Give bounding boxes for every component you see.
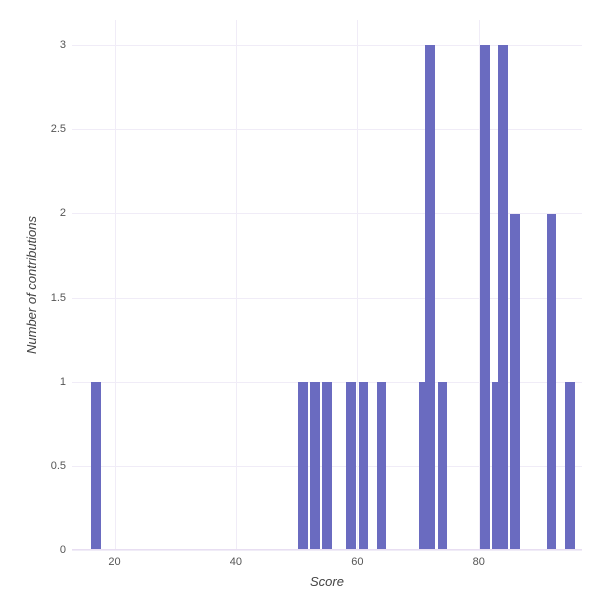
- y-tick-label: 2: [42, 207, 66, 219]
- plot-area: [72, 20, 582, 550]
- histogram-bar: [438, 382, 448, 550]
- y-tick-label: 3: [42, 39, 66, 51]
- histogram-bar: [310, 382, 320, 550]
- histogram-bar: [346, 382, 356, 550]
- grid-line-horizontal: [72, 550, 582, 551]
- x-tick-label: 60: [351, 556, 363, 568]
- histogram-bar: [510, 214, 520, 551]
- y-axis-title: Number of contributions: [24, 216, 39, 354]
- x-tick-label: 80: [473, 556, 485, 568]
- y-tick-label: 0: [42, 544, 66, 556]
- histogram-bar: [359, 382, 369, 550]
- y-tick-label: 1: [42, 376, 66, 388]
- histogram-bar: [425, 45, 435, 550]
- y-tick-label: 2.5: [42, 123, 66, 135]
- histogram-bar: [377, 382, 387, 550]
- zero-line: [72, 549, 582, 550]
- histogram-chart: 20 40 60 80 0 0.5 1 1.5 2 2.5 3 Score Number of c…: [0, 0, 600, 600]
- histogram-bar: [480, 45, 490, 550]
- x-tick-label: 40: [230, 556, 242, 568]
- histogram-bar: [91, 382, 101, 550]
- y-tick-label: 1.5: [42, 292, 66, 304]
- histogram-bar: [322, 382, 332, 550]
- histogram-bar: [498, 45, 508, 550]
- grid-line-vertical: [236, 20, 237, 550]
- histogram-bar: [298, 382, 308, 550]
- x-axis-title: Score: [310, 574, 344, 589]
- histogram-bar: [547, 214, 557, 551]
- grid-line-vertical: [115, 20, 116, 550]
- x-tick-label: 20: [108, 556, 120, 568]
- y-tick-label: 0.5: [42, 460, 66, 472]
- histogram-bar: [565, 382, 575, 550]
